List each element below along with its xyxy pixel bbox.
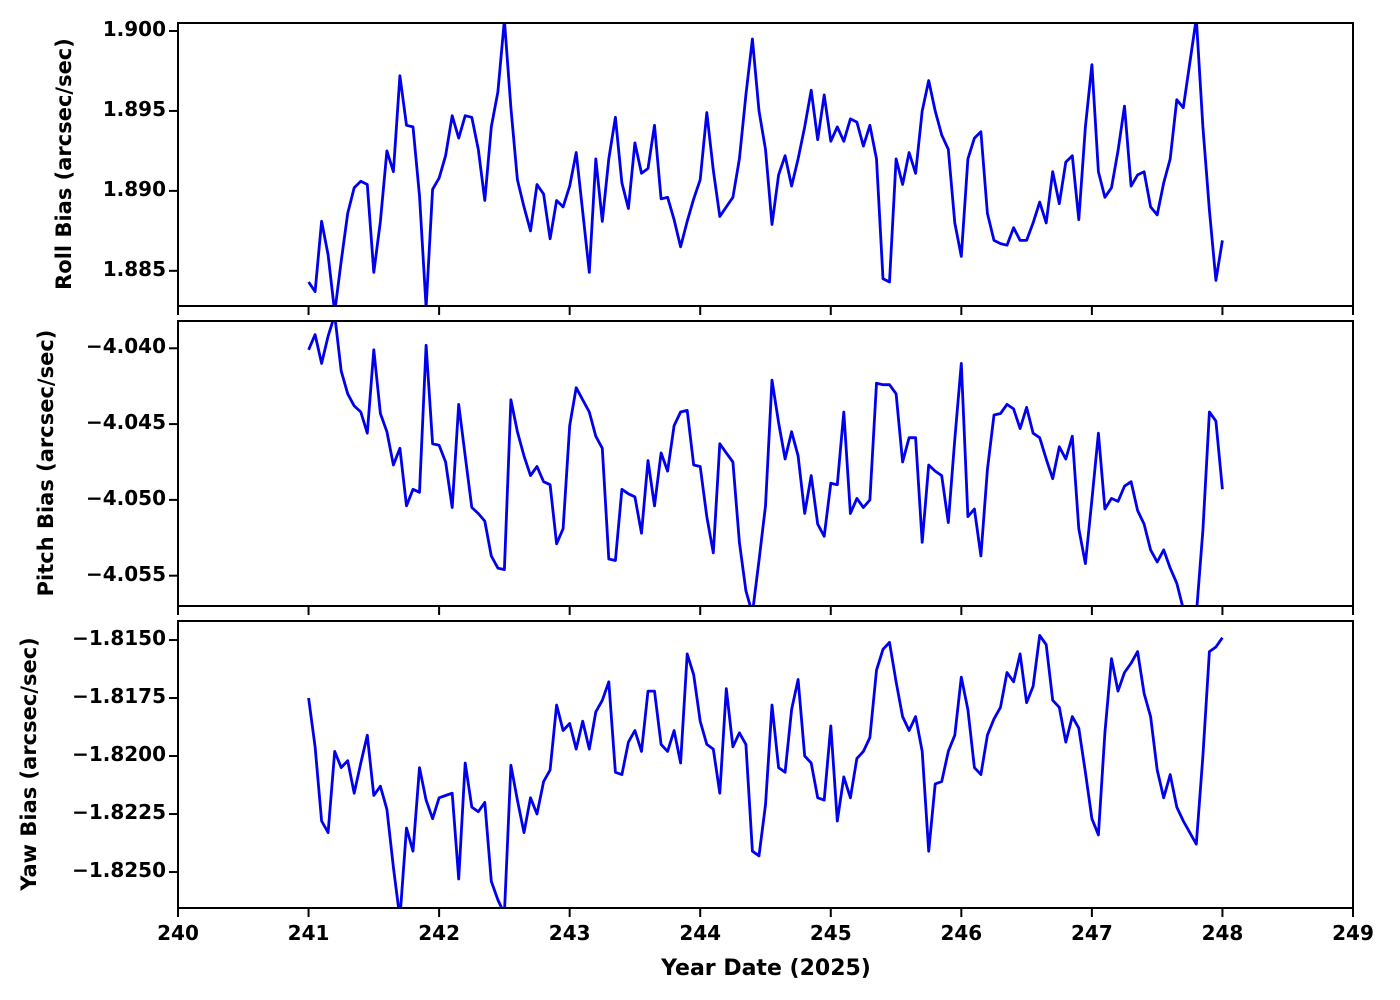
x-tick-label: 246 [940, 921, 983, 945]
x-tick-label: 245 [809, 921, 852, 945]
x-tick-label: 241 [287, 921, 330, 945]
y-tick-label-roll: 1.900 [102, 16, 166, 41]
y-tick-label-pitch: −4.055 [85, 561, 166, 586]
y-tick-label-pitch: −4.040 [85, 334, 166, 359]
y-tick-label-yaw: −1.8200 [72, 742, 166, 767]
plot-line-roll [307, 23, 1224, 306]
x-tick-label: 249 [1332, 921, 1374, 945]
axes-frame-yaw [177, 620, 1354, 909]
x-tick-label: 242 [418, 921, 460, 945]
y-tick-label-roll: 1.890 [102, 176, 166, 201]
plot-line-pitch [307, 321, 1224, 606]
x-tick-label: 248 [1201, 921, 1244, 945]
y-axis-label-roll: Roll Bias (arcsec/sec) [52, 38, 76, 290]
x-tick-label: 244 [679, 921, 722, 945]
axes-frame-roll [177, 22, 1354, 307]
x-tick-label: 240 [157, 921, 199, 945]
x-tick-label: 247 [1071, 921, 1113, 945]
y-tick-label-yaw: −1.8175 [72, 684, 166, 709]
x-axis-label: Year Date (2025) [661, 956, 871, 981]
plot-line-yaw [307, 634, 1224, 908]
y-tick-label-yaw: −1.8150 [72, 626, 166, 651]
y-tick-label-pitch: −4.050 [85, 485, 166, 510]
y-tick-label-roll: 1.885 [102, 256, 166, 281]
x-tick-label: 243 [548, 921, 591, 945]
y-tick-label-yaw: −1.8225 [72, 800, 166, 825]
axes-frame-pitch [177, 320, 1354, 607]
y-tick-label-pitch: −4.045 [85, 410, 166, 435]
y-tick-label-roll: 1.895 [102, 96, 166, 121]
y-axis-label-pitch: Pitch Bias (arcsec/sec) [34, 329, 58, 597]
y-tick-label-yaw: −1.8250 [72, 858, 166, 883]
